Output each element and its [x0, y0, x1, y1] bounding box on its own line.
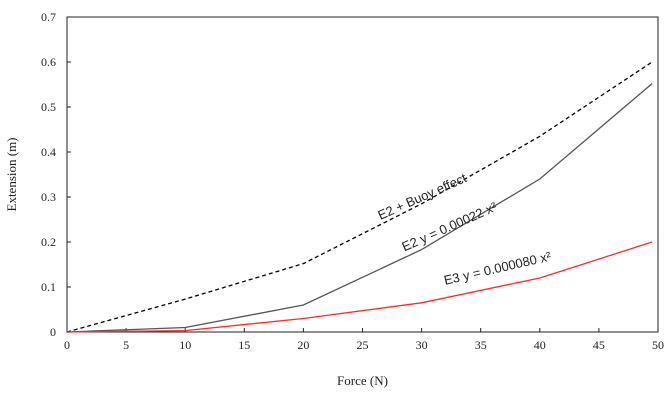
x-tick-label: 50 — [652, 338, 664, 352]
x-axis: 0 5 10 15 20 25 30 35 40 45 50 — [64, 328, 664, 352]
x-tick-label: 40 — [534, 338, 546, 352]
series-line-0 — [66, 61, 653, 333]
y-tick-label: 0.2 — [41, 235, 56, 249]
series-line-2 — [66, 241, 653, 333]
annotation-label: E3 y = 0.000080 x² — [442, 248, 553, 287]
x-tick-label: 35 — [475, 338, 487, 352]
y-tick-label: 0.7 — [41, 10, 56, 24]
x-tick-label: 30 — [416, 338, 428, 352]
x-tick-label: 10 — [179, 338, 191, 352]
y-tick-label: 0.3 — [41, 190, 56, 204]
series-line-1 — [66, 83, 653, 333]
y-tick-label: 0.5 — [41, 100, 56, 114]
y-axis: 0 0.1 0.2 0.3 0.4 0.5 0.6 0.7 — [41, 10, 71, 339]
plot-border — [66, 16, 659, 333]
x-tick-label: 45 — [593, 338, 605, 352]
x-tick-label: 25 — [357, 338, 369, 352]
plot-frame — [66, 16, 659, 333]
y-tick-label: 0 — [50, 325, 56, 339]
y-tick-label: 0.4 — [41, 145, 56, 159]
x-tick-label: 0 — [64, 338, 70, 352]
y-tick-label: 0.1 — [41, 280, 56, 294]
y-tick-label: 0.6 — [41, 55, 56, 69]
x-tick-label: 15 — [238, 338, 250, 352]
y-axis-title: Extension (m) — [4, 137, 19, 211]
series-layer — [66, 61, 653, 333]
x-tick-label: 20 — [297, 338, 309, 352]
x-tick-label: 5 — [123, 338, 129, 352]
x-axis-title: Force (N) — [337, 373, 388, 388]
